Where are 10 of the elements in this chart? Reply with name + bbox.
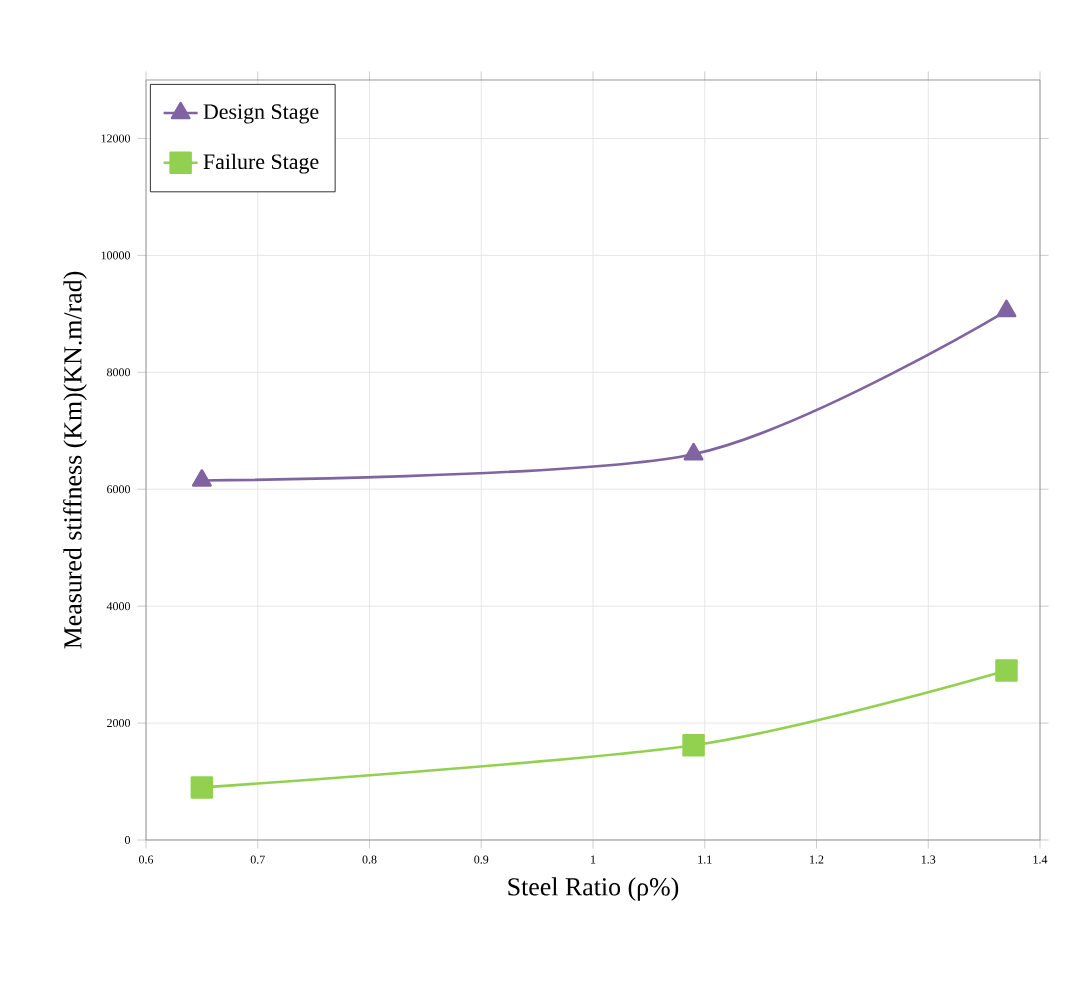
point bbox=[190, 776, 214, 799]
legend-label: Design Stage bbox=[203, 104, 319, 124]
point bbox=[995, 659, 1018, 682]
y-axis-title: Measured stiffness (Km)(KN.m/rad) bbox=[63, 271, 87, 649]
x-axis-title: Steel Ratio (ρ%) bbox=[508, 877, 679, 901]
point bbox=[682, 734, 705, 757]
legend-label: Failure Stage bbox=[203, 153, 319, 174]
point bbox=[683, 442, 704, 461]
point bbox=[191, 469, 212, 487]
point bbox=[996, 299, 1017, 318]
